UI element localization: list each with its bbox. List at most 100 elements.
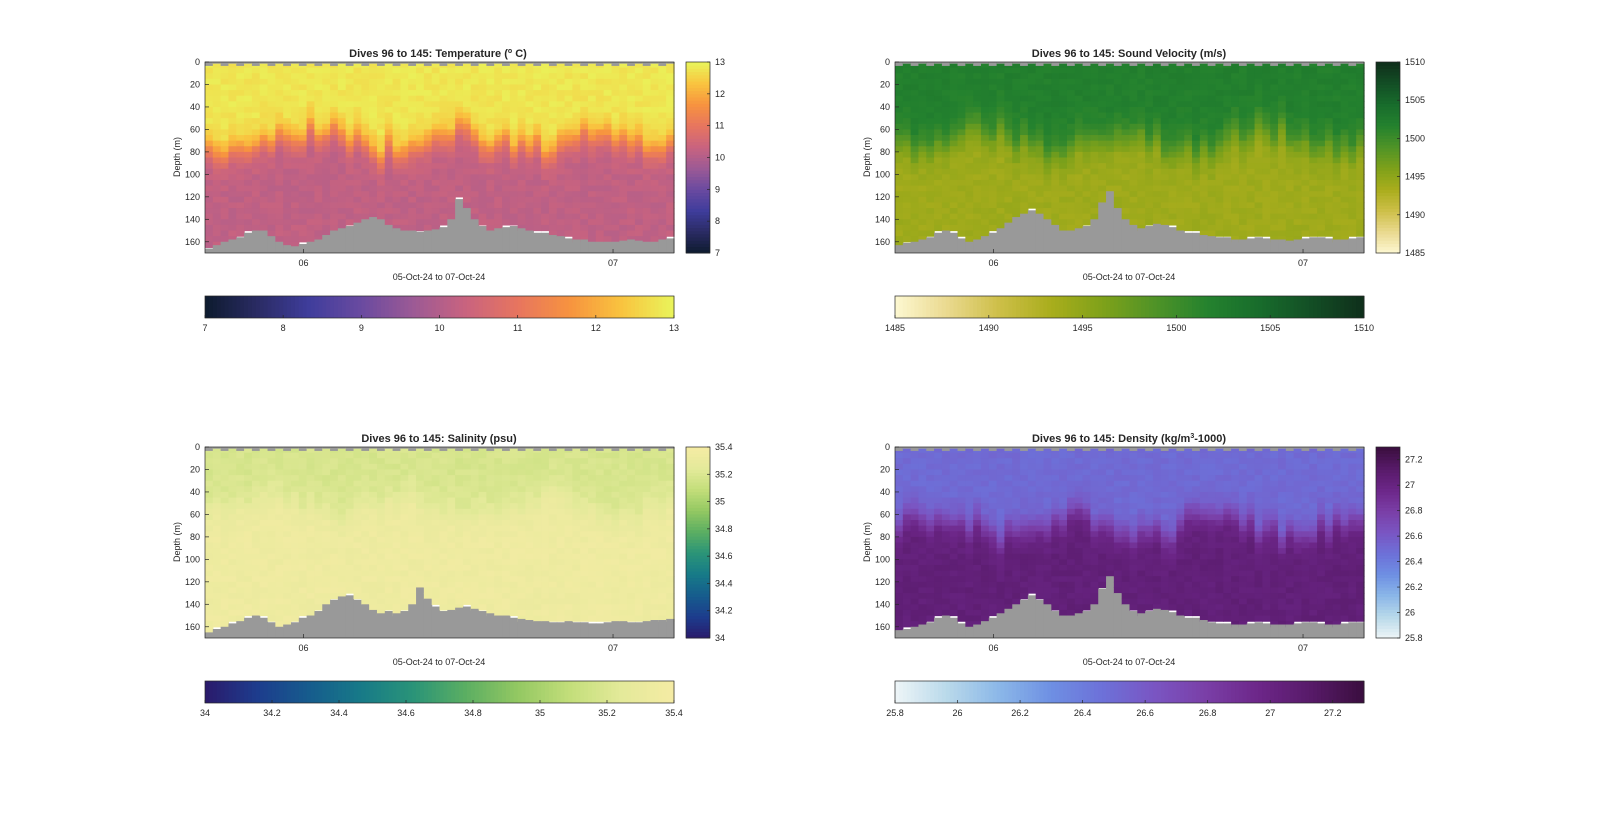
temperature-cell [205, 219, 214, 226]
temperature-cell [205, 73, 214, 80]
sound-velocity-cell [941, 157, 951, 164]
temperature-cell [345, 73, 355, 80]
sound-velocity-hcolorbar-segment [1059, 296, 1064, 318]
temperature-cell [369, 157, 378, 164]
sound-velocity-cell [1270, 84, 1279, 91]
temperature-cell [666, 230, 675, 237]
sound-velocity-cell [980, 174, 990, 181]
sound-velocity-cell [1004, 208, 1013, 215]
sound-velocity-cell [1246, 213, 1256, 220]
sound-velocity-cell [1317, 151, 1326, 159]
sound-velocity-cell [1348, 196, 1357, 204]
sound-velocity-cell [1106, 112, 1115, 119]
temperature-cell [306, 90, 316, 97]
salinity-cell [298, 458, 308, 465]
temperature-cell [470, 78, 480, 86]
temperature-cell [525, 129, 534, 136]
temperature-seafloor-column [212, 245, 222, 253]
sound-velocity-cell [1246, 208, 1256, 215]
temperature-cell [290, 140, 300, 147]
sound-velocity-cell [973, 118, 982, 125]
sound-velocity-cell [934, 168, 943, 175]
sound-velocity-cell [1129, 129, 1138, 136]
sound-velocity-panel: Dives 96 to 145: Sound Velocity (m/s) 02… [862, 48, 1425, 333]
temperature-cell [267, 179, 276, 187]
sound-velocity-cell [1043, 106, 1052, 114]
sound-velocity-cell [1262, 106, 1271, 114]
temperature-seafloor-column [588, 241, 597, 253]
sound-velocity-cell [1082, 112, 1092, 119]
sound-velocity-cell [1184, 168, 1193, 175]
salinity-cell [220, 559, 230, 566]
temperature-surface-gap [502, 62, 511, 66]
temperature-cell [462, 101, 472, 108]
sound-velocity-cell [988, 185, 998, 192]
temperature-cell [478, 118, 487, 125]
temperature-cell [548, 112, 558, 119]
salinity-cell [236, 581, 245, 589]
temperature-seafloor-column [392, 228, 402, 253]
temperature-hcolorbar-segment [568, 296, 573, 318]
salinity-cell [283, 604, 292, 611]
temperature-cell [306, 202, 316, 209]
temperature-cell [298, 129, 308, 136]
sound-velocity-cell [1254, 129, 1263, 136]
temperature-hcolorbar-segment [529, 296, 534, 318]
sound-velocity-cell [895, 219, 904, 226]
sound-velocity-cell [988, 90, 998, 97]
sound-velocity-cell [926, 191, 935, 198]
sound-velocity-cell [1035, 129, 1045, 136]
temperature-cell [400, 196, 409, 204]
sound-velocity-cell [1246, 174, 1256, 181]
temperature-cell [517, 129, 527, 136]
sound-velocity-cell [1254, 179, 1263, 187]
salinity-cell [322, 458, 331, 465]
sound-velocity-cell [965, 123, 974, 131]
salinity-cell [205, 497, 214, 504]
temperature-hcolorbar-segment [353, 296, 358, 318]
sound-velocity-cell [1152, 73, 1162, 80]
sound-velocity-cell [934, 78, 943, 86]
temperature-cell [283, 224, 292, 232]
sound-velocity-cell [1066, 90, 1076, 97]
sound-velocity-cell [1356, 101, 1365, 108]
sound-velocity-cell [1043, 163, 1052, 170]
sound-velocity-cell [1027, 90, 1037, 97]
salinity-cell [205, 559, 214, 566]
temperature-cell [470, 208, 480, 215]
temperature-hcolorbar-segment [545, 296, 550, 318]
sound-velocity-cell [949, 219, 959, 226]
temperature-cell [556, 157, 566, 164]
temperature-hcolorbar-segment [236, 296, 241, 318]
salinity-cell [353, 458, 362, 465]
sound-velocity-seafloor-column [1215, 237, 1224, 253]
sound-velocity-cell [1020, 129, 1029, 136]
temperature-cell [314, 174, 323, 181]
temperature-cell [517, 135, 527, 142]
salinity-cell [236, 548, 245, 555]
temperature-cell [517, 118, 527, 125]
temperature-cell [447, 78, 456, 86]
salinity-cell [322, 503, 331, 510]
sound-velocity-cell [941, 84, 951, 91]
temperature-cell [228, 78, 237, 86]
temperature-hcolorbar-segment [318, 296, 323, 318]
sound-velocity-hcolorbar-segment [1317, 296, 1322, 318]
temperature-cell [486, 179, 495, 187]
sound-velocity-cell [1145, 140, 1154, 147]
temperature-cell [533, 78, 542, 86]
temperature-cell [533, 185, 542, 192]
sound-velocity-cell [1246, 140, 1256, 147]
temperature-cell [588, 196, 597, 204]
temperature-cell [439, 84, 448, 91]
temperature-hcolorbar-segment [287, 296, 292, 318]
sound-velocity-cell [1152, 151, 1162, 159]
temperature-cell [658, 208, 667, 215]
temperature-cell [548, 185, 558, 192]
temperature-cell [330, 179, 339, 187]
salinity-cell [236, 609, 245, 617]
temperature-cell [611, 157, 620, 164]
sound-velocity-cell [1051, 146, 1060, 153]
salinity-cell [205, 486, 214, 493]
temperature-vcolorbar-segment [686, 93, 710, 98]
